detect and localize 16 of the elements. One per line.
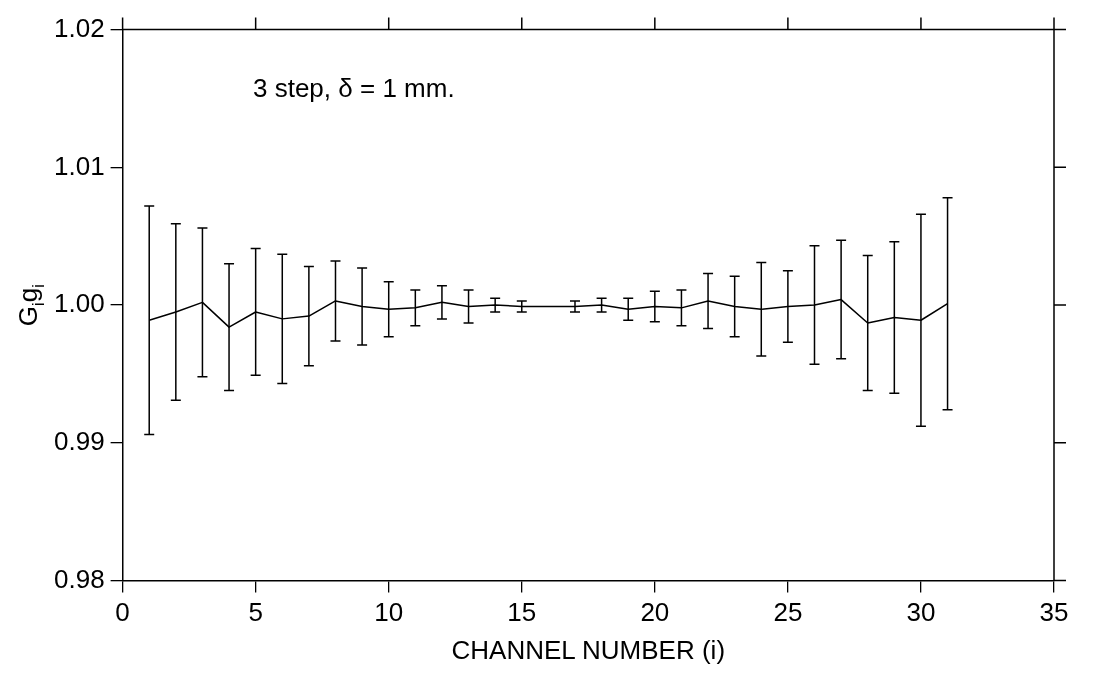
x-tick-label: 25	[773, 597, 803, 628]
y-tick-label: 1.01	[53, 150, 105, 181]
y-tick-label: 1.00	[53, 288, 105, 319]
x-axis-title: CHANNEL NUMBER (i)	[451, 634, 726, 665]
y-tick-label: 0.98	[53, 563, 105, 594]
x-tick-label: 35	[1039, 597, 1069, 628]
y-tick-label: 0.99	[53, 426, 105, 457]
x-tick-label: 30	[906, 597, 936, 628]
y-tick-label: 1.02	[53, 12, 105, 43]
x-tick-label: 0	[115, 597, 130, 628]
x-tick-label: 5	[248, 597, 263, 628]
x-tick-label: 20	[640, 597, 670, 628]
x-tick-label: 10	[374, 597, 404, 628]
x-tick-label: 15	[507, 597, 537, 628]
annotation: 3 step, δ = 1 mm.	[253, 73, 455, 104]
y-axis-title: Gigi	[13, 283, 48, 327]
